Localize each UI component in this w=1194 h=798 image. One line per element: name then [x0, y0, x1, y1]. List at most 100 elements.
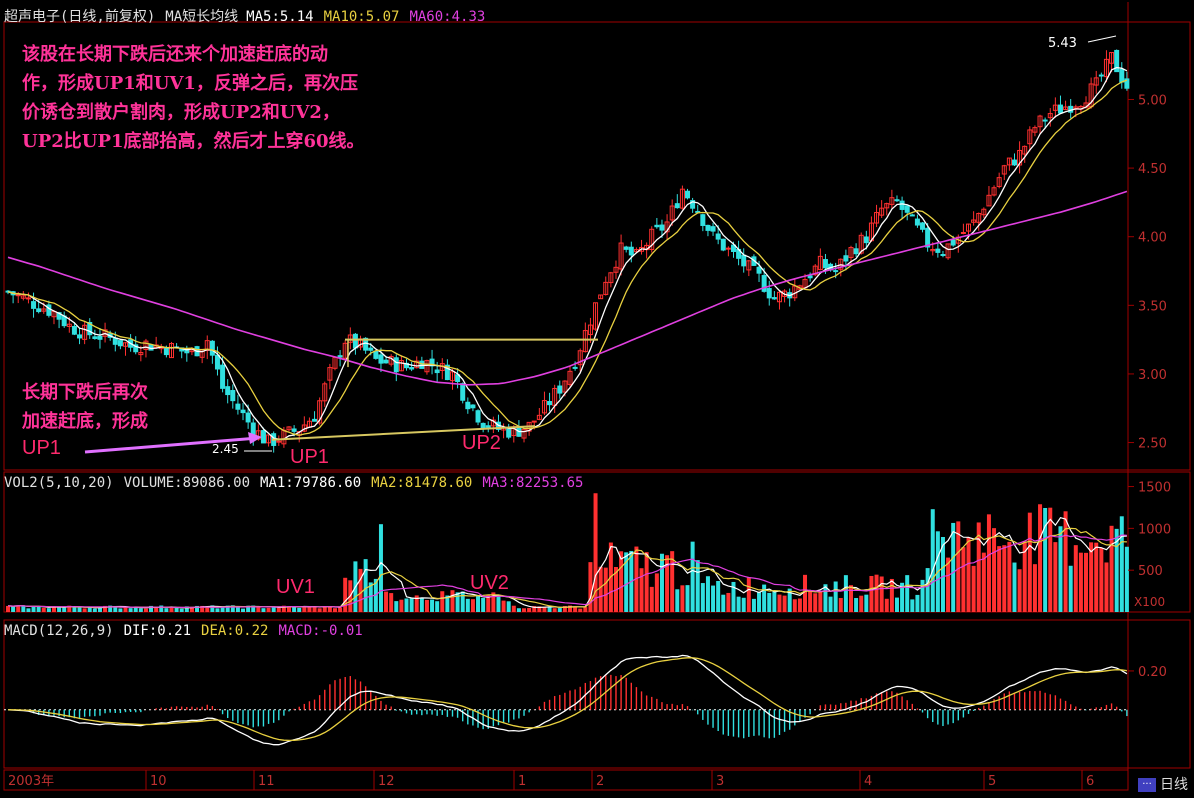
candle-body [1027, 129, 1033, 145]
candle-body [766, 288, 772, 299]
volume-bar [51, 606, 56, 612]
candle-body [730, 244, 736, 252]
volume-bar [57, 606, 62, 612]
candle-body [746, 260, 752, 271]
volume-bar [1012, 562, 1017, 612]
volume-bar [879, 576, 884, 612]
volume-panel [6, 493, 1129, 612]
candle-body [690, 200, 696, 209]
volume-bar [905, 575, 910, 612]
candle-body [378, 354, 384, 364]
up1-left-label: UP1 [22, 437, 61, 459]
volume-bar [961, 547, 966, 612]
volume-bar [230, 605, 235, 612]
volume-bar [179, 608, 184, 612]
candle-body [102, 329, 108, 337]
candle-body [429, 358, 435, 367]
candle-body [966, 223, 972, 232]
candle-body [909, 214, 915, 217]
period-tab[interactable]: ··· 日线 [1138, 774, 1188, 794]
volume-unit-label: X100 [1134, 595, 1165, 609]
volume-bar [997, 546, 1002, 612]
candle-body [879, 207, 885, 216]
x-tick-label: 4 [864, 774, 872, 789]
volume-bar [634, 546, 639, 612]
volume-bar [261, 608, 266, 612]
volume-bar [41, 607, 46, 612]
volume-bar [1104, 562, 1109, 612]
candle-body [327, 367, 333, 381]
volume-tick-label: 500 [1138, 564, 1163, 579]
candle-body [950, 239, 956, 246]
candle-body [547, 401, 553, 406]
volume-bar [1084, 552, 1089, 612]
volume-bar [1043, 507, 1048, 612]
volume-bar [670, 551, 675, 612]
candle-body [833, 270, 839, 273]
candle-body [986, 194, 992, 207]
volume-bar [1002, 545, 1007, 612]
candle-body [485, 425, 491, 428]
volume-bar [1017, 569, 1022, 612]
candle-body [889, 197, 895, 205]
candle-body [138, 351, 144, 356]
volume-bar [726, 592, 731, 612]
volume-bar [343, 577, 348, 612]
x-tick-label: 2 [596, 774, 604, 789]
volume-bar [220, 607, 225, 612]
volume-bar [849, 585, 853, 612]
volume-title: VOL2(5,10,20) [4, 475, 114, 491]
volume-bar [143, 608, 148, 612]
volume-bar [67, 605, 72, 612]
volume-bar [930, 509, 935, 612]
macd-tick-label: 0.20 [1138, 665, 1167, 680]
volume-bar [532, 606, 537, 612]
volume-bar [128, 608, 133, 612]
candle-body [587, 324, 593, 336]
volume-bar [486, 594, 491, 612]
candle-body [761, 275, 767, 292]
candle-body [817, 255, 823, 271]
volume-bar [215, 608, 220, 612]
candle-body [373, 350, 379, 359]
price-tick-label: 4.50 [1138, 162, 1167, 177]
candle-body [700, 214, 706, 226]
volume-bar [82, 608, 87, 612]
menu-icon[interactable]: ··· [1138, 778, 1156, 792]
volume-bar [189, 607, 194, 612]
indicator-name: MA短长均线 [165, 9, 239, 25]
candle-body [710, 226, 716, 232]
candle-body [240, 409, 246, 414]
main-annotation: 该股在长期下跌后还来个加速赶底的动 作，形成UP1和UV1，反弹之后，再次压 价… [22, 44, 365, 152]
volume-bar [1007, 541, 1012, 612]
candle-body [557, 385, 563, 394]
volume-bar [894, 597, 899, 612]
candle-body [843, 255, 849, 262]
volume-bar [1058, 526, 1063, 612]
volume-bar [915, 594, 920, 612]
candle-body [603, 281, 609, 295]
candle-body [884, 203, 890, 209]
vol-ma2-value: MA2:81478.60 [371, 475, 473, 491]
volume-bar [522, 608, 527, 612]
candle-body [848, 247, 854, 258]
candle-body [577, 350, 583, 366]
ma60-line [7, 190, 1128, 386]
candle-body [97, 335, 103, 340]
volume-bar [92, 608, 97, 612]
candle-body [669, 205, 675, 221]
volume-bar [154, 607, 159, 612]
volume-bar [205, 606, 210, 612]
candle-body [838, 258, 844, 270]
volume-bar [445, 595, 450, 612]
ma10-line [7, 79, 1128, 436]
period-tab-label: 日线 [1160, 777, 1188, 793]
volume-bar [925, 568, 930, 612]
ma5-value: MA5:5.14 [246, 9, 314, 25]
x-tick-label: 12 [378, 774, 395, 789]
volume-tick-label: 1000 [1138, 522, 1171, 537]
volume-bar [1027, 512, 1032, 612]
volume-bar [1078, 552, 1083, 612]
x-tick-label: 3 [716, 774, 724, 789]
